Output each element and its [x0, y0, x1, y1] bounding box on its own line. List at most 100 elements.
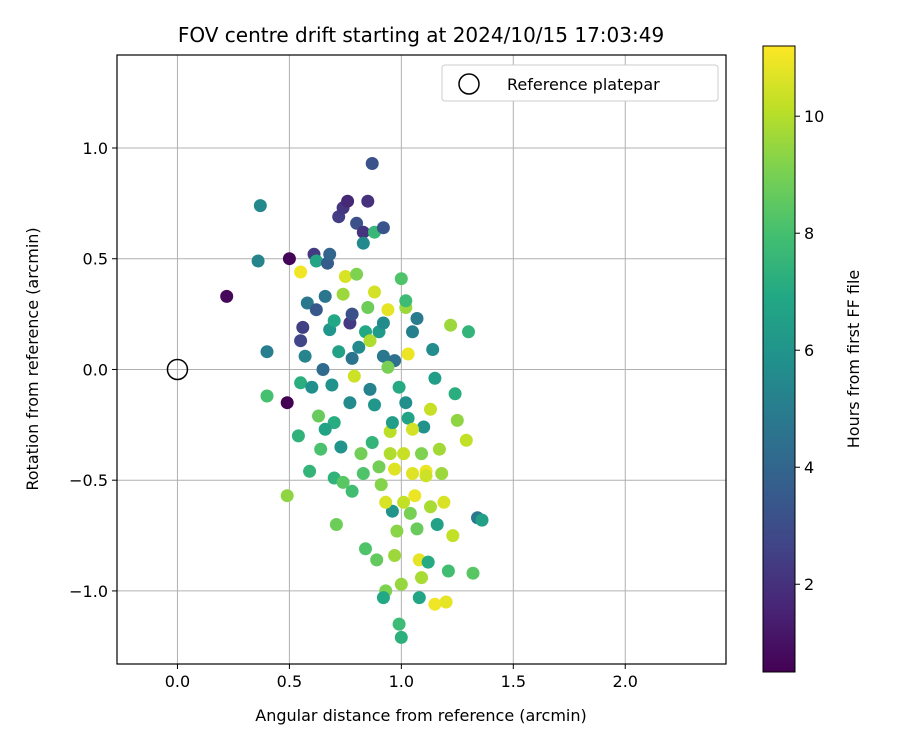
- data-point-68: [392, 617, 406, 631]
- colorbar-tick-label-4: 10: [804, 107, 824, 126]
- data-point-125: [363, 334, 377, 348]
- data-point-18: [309, 254, 323, 268]
- data-point-109: [419, 469, 433, 483]
- x-axis-label: Angular distance from reference (arcmin): [255, 706, 586, 725]
- data-point-44: [350, 267, 364, 281]
- data-point-86: [428, 371, 442, 385]
- data-point-40: [345, 484, 359, 498]
- data-point-119: [397, 495, 411, 509]
- data-point-98: [459, 433, 473, 447]
- data-point-37: [341, 194, 355, 208]
- colorbar-gradient: [762, 45, 796, 673]
- data-point-41: [345, 307, 359, 321]
- data-point-5: [280, 396, 294, 410]
- data-point-28: [327, 416, 341, 430]
- y-tick-label-2: 0.0: [83, 360, 108, 379]
- data-point-47: [356, 225, 370, 239]
- data-point-35: [336, 287, 350, 301]
- x-axis-ticks: 0.0 0.5 1.0 1.5 2.0: [165, 664, 638, 691]
- data-point-65: [385, 504, 399, 518]
- data-point-53: [365, 157, 379, 170]
- data-point-121: [356, 467, 370, 480]
- data-point-27: [325, 378, 339, 392]
- data-point-43: [350, 216, 364, 230]
- y-axis-ticks: 1.0 0.5 0.0 −0.5 −1.0: [69, 139, 117, 601]
- data-point-81: [417, 420, 431, 434]
- data-point-129: [318, 422, 332, 436]
- data-point-111: [401, 347, 415, 361]
- data-point-120: [368, 398, 381, 412]
- data-point-71: [397, 447, 411, 461]
- colorbar-tick-label-3: 8: [804, 224, 814, 243]
- data-point-115: [372, 460, 386, 474]
- data-point-6: [282, 252, 296, 266]
- data-point-116: [406, 422, 419, 436]
- data-point-30: [329, 518, 343, 531]
- data-point-19: [309, 303, 323, 317]
- data-point-73: [401, 411, 415, 425]
- data-point-39: [343, 396, 357, 410]
- data-point-10: [294, 376, 308, 390]
- legend-marker-reference: [458, 73, 480, 95]
- colorbar: 2 4 6 8 10 Hours from first FF file: [762, 45, 863, 673]
- data-point-103: [399, 294, 413, 308]
- data-point-107: [410, 522, 424, 536]
- y-tick-label-0: 1.0: [83, 139, 108, 158]
- chart-title: FOV centre drift starting at 2024/10/15 …: [178, 23, 664, 47]
- data-point-69: [394, 630, 408, 644]
- data-point-113: [376, 316, 390, 330]
- data-point-124: [327, 314, 341, 328]
- data-point-9: [291, 429, 305, 443]
- data-point-99: [462, 325, 475, 339]
- plot-frame: [116, 54, 727, 665]
- data-point-90: [435, 467, 449, 480]
- data-point-46: [354, 447, 368, 461]
- legend-label-reference: Reference platepar: [507, 75, 660, 94]
- data-point-20: [312, 409, 325, 423]
- data-point-25: [323, 247, 337, 261]
- data-point-45: [352, 340, 366, 354]
- data-point-104: [385, 416, 399, 430]
- x-tick-label-4: 2.0: [613, 672, 638, 691]
- data-point-0: [220, 289, 234, 303]
- colorbar-label: Hours from first FF file: [844, 270, 863, 449]
- y-axis-label: Rotation from reference (arcmin): [23, 227, 42, 490]
- data-point-50: [361, 194, 375, 208]
- data-point-60: [376, 349, 390, 363]
- colorbar-tick-label-2: 6: [804, 341, 814, 360]
- data-point-128: [336, 475, 350, 489]
- y-tick-label-3: −0.5: [69, 471, 108, 490]
- legend-box: [441, 64, 719, 102]
- data-point-117: [383, 447, 397, 461]
- data-point-123: [415, 447, 428, 461]
- data-point-36: [338, 270, 352, 283]
- data-point-67: [390, 524, 404, 538]
- data-point-23: [318, 289, 332, 303]
- data-point-76: [408, 489, 422, 503]
- data-point-14: [300, 296, 314, 310]
- data-point-94: [444, 318, 458, 332]
- y-tick-label-1: 0.5: [83, 250, 108, 269]
- data-point-126: [388, 462, 402, 476]
- data-point-91: [437, 495, 451, 509]
- data-point-89: [432, 442, 446, 456]
- data-point-13: [298, 349, 312, 363]
- data-point-118: [388, 549, 402, 562]
- data-point-79: [412, 591, 426, 605]
- data-point-84: [424, 402, 437, 416]
- x-tick-label-3: 1.5: [501, 672, 526, 691]
- data-point-105: [345, 351, 359, 365]
- data-point-74: [403, 506, 417, 520]
- data-point-54: [368, 285, 381, 299]
- x-tick-label-2: 1.0: [389, 672, 414, 691]
- data-point-114: [392, 380, 406, 394]
- data-point-77: [410, 312, 424, 325]
- legend: Reference platepar: [441, 64, 719, 102]
- x-tick-label-0: 0.0: [165, 672, 190, 691]
- reference-platepar-marker: [166, 358, 189, 381]
- data-point-51: [361, 301, 375, 314]
- data-point-75: [406, 467, 419, 480]
- data-points: [220, 157, 489, 644]
- data-point-4: [260, 389, 274, 403]
- data-point-22: [316, 363, 330, 376]
